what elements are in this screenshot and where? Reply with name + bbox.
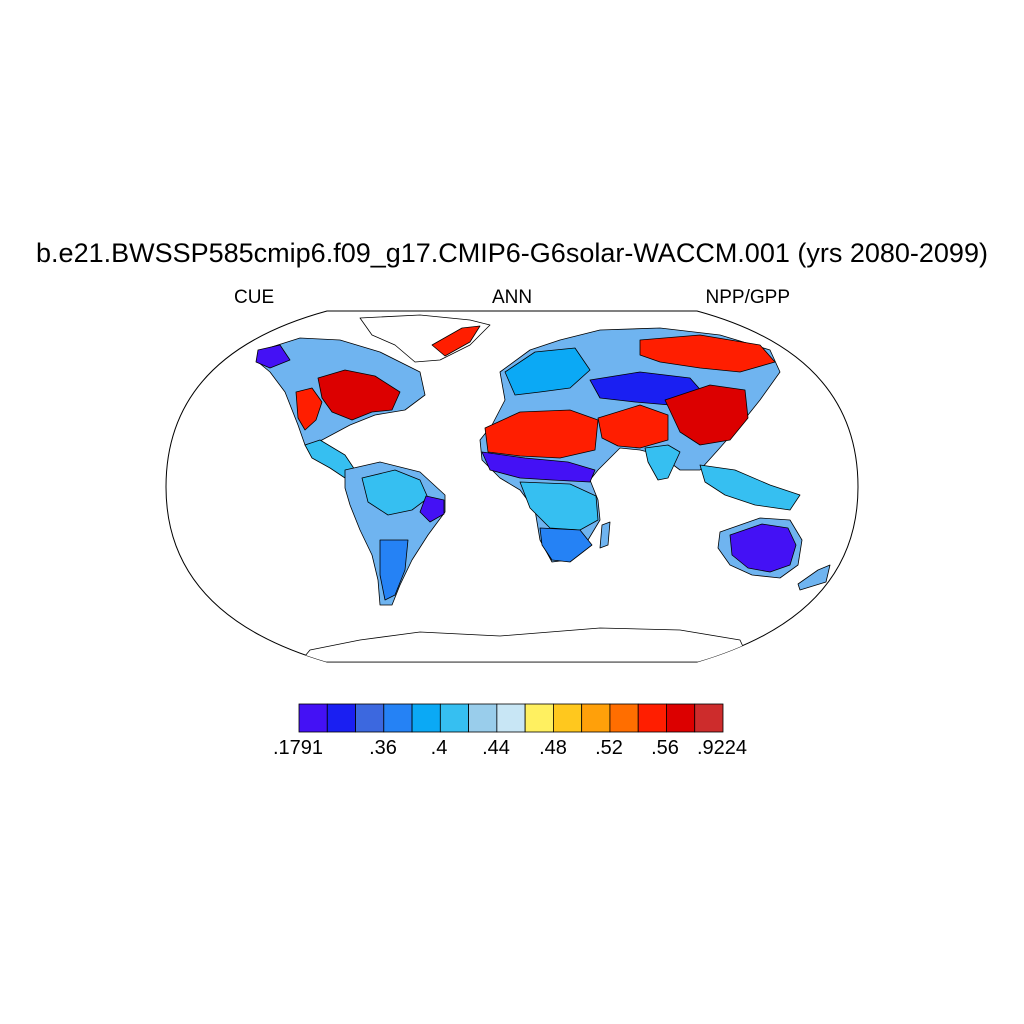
colorbar-swatch xyxy=(411,703,441,733)
colorbar-tick-label: .52 xyxy=(595,737,623,759)
colorbar-swatch xyxy=(439,703,469,733)
map-title: b.e21.BWSSP585cmip6.f09_g17.CMIP6-G6sola… xyxy=(36,238,988,268)
colorbar-swatch xyxy=(524,703,554,733)
colorbar-tick-label: .1791 xyxy=(272,737,324,759)
colorbar-swatch xyxy=(552,703,583,733)
colorbar-tick-label: .36 xyxy=(369,737,397,759)
variable-label: CUE xyxy=(234,287,275,308)
sahara xyxy=(484,409,599,459)
colorbar-swatch xyxy=(355,703,385,733)
southern-africa xyxy=(539,527,593,563)
canadian-boreal xyxy=(317,369,401,421)
china xyxy=(664,384,749,446)
colorbar-swatch xyxy=(694,703,724,733)
colorbar-tick-label: .4 xyxy=(430,737,448,759)
colorbar-swatch xyxy=(298,703,328,733)
colorbar-swatch xyxy=(468,703,498,733)
colorbar-swatch xyxy=(326,703,356,733)
sahel xyxy=(481,451,596,483)
australia-interior xyxy=(729,523,797,573)
colorbar-tick-label: .44 xyxy=(482,737,510,759)
brazil-east xyxy=(419,495,445,523)
alaska xyxy=(255,344,291,369)
middle-east xyxy=(597,404,669,449)
greenland-edge xyxy=(431,325,481,357)
season-label: ANN xyxy=(491,287,533,308)
colorbar-tick-label: .9224 xyxy=(696,737,748,759)
greenland xyxy=(359,314,491,363)
central-africa xyxy=(519,481,599,531)
new-zealand xyxy=(797,564,831,591)
colorbar-tick-label: .48 xyxy=(539,737,567,759)
southern-south-america xyxy=(379,539,409,601)
colorbar-swatch xyxy=(496,703,526,733)
india xyxy=(644,444,681,481)
siberia xyxy=(639,334,776,373)
colorbar-swatch xyxy=(581,703,611,733)
europe xyxy=(504,347,591,396)
antarctica xyxy=(299,627,751,662)
madagascar xyxy=(599,521,611,549)
colorbar-swatch xyxy=(609,703,639,733)
colorbar-swatch xyxy=(637,703,667,733)
amazon xyxy=(361,469,429,516)
colorbar-tick-label: .56 xyxy=(651,737,679,759)
colorbar-swatch xyxy=(383,703,413,733)
southeast-asia xyxy=(699,464,801,511)
units-label: NPP/GPP xyxy=(705,287,790,308)
colorbar xyxy=(298,703,724,733)
us-east xyxy=(295,387,323,431)
colorbar-swatch xyxy=(666,703,696,733)
